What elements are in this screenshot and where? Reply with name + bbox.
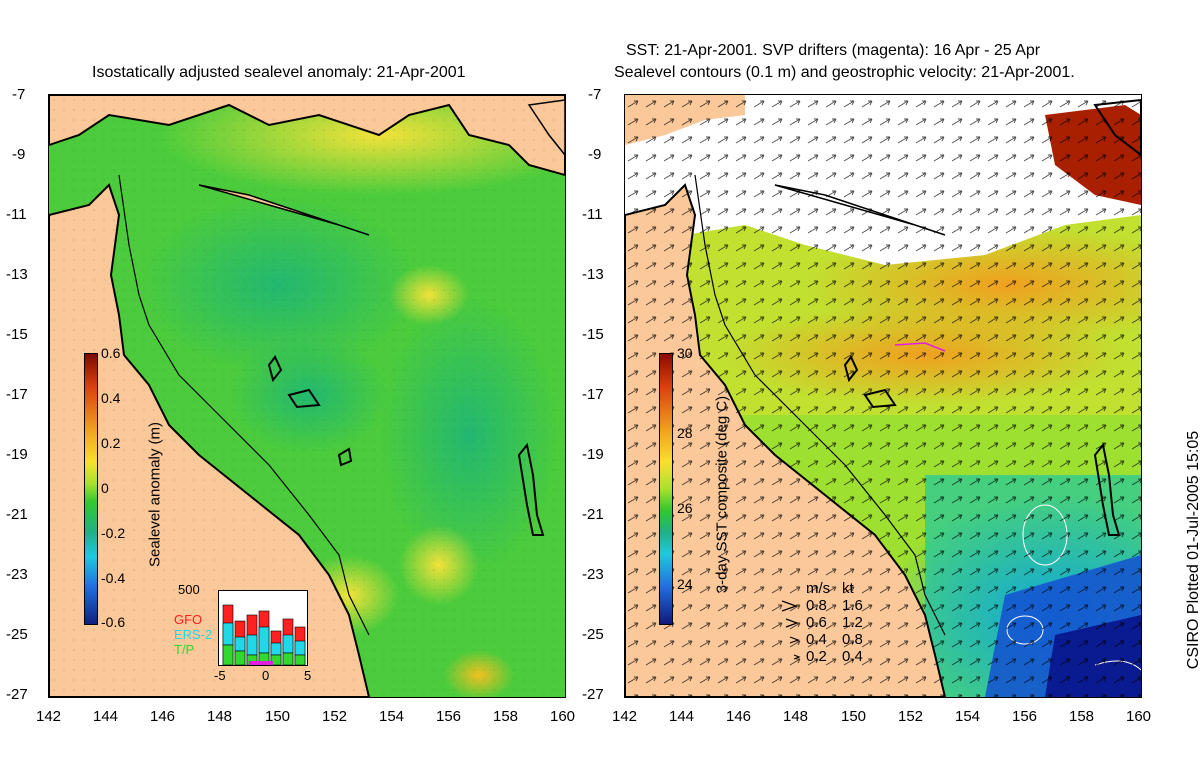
sealevel-colorbar-label: Sealevel anomaly (m) [146, 421, 164, 568]
sealevel-colorbar-tick: -0.2 [101, 525, 126, 541]
velocity-arrow-icon [781, 600, 798, 612]
right-y-tick: -17 [582, 386, 604, 403]
right-x-tick: 146 [726, 708, 752, 725]
left-x-tick: 150 [265, 708, 291, 725]
right-y-tick: -15 [582, 326, 604, 343]
sealevel-colorbar-tick: 0 [101, 480, 109, 496]
velocity-arrow-icon [785, 618, 799, 628]
left-y-tick: -9 [12, 146, 26, 163]
left-x-tick: 156 [436, 708, 462, 725]
velocity-key-ms: 0.8 [806, 597, 827, 614]
inset-x-tick: 0 [262, 668, 270, 683]
left-y-tick: -21 [6, 506, 28, 523]
sst-colorbar-tick: 24 [677, 576, 693, 592]
right-y-tick: -7 [588, 86, 602, 103]
velocity-arrow-icon [789, 636, 800, 644]
right-y-tick: -19 [582, 446, 604, 463]
right-x-tick: 150 [841, 708, 867, 725]
left-y-tick: -19 [6, 446, 28, 463]
velocity-key-kt: 0.8 [842, 631, 863, 648]
right-x-tick: 148 [783, 708, 809, 725]
sealevel-colorbar-tick: 0.2 [101, 435, 121, 451]
right-x-tick: 154 [955, 708, 981, 725]
satellite-legend-tp: T/P [174, 642, 195, 657]
plot-credit: CSIRO Plotted 01-Jul-2005 15:05 [1185, 430, 1200, 670]
satellite-legend-ers2: ERS-2 [174, 627, 213, 642]
right-y-tick: -9 [588, 146, 602, 163]
satellite-legend-gfo: GFO [174, 612, 203, 627]
left-x-tick: 148 [207, 708, 233, 725]
right-y-tick: -23 [582, 566, 604, 583]
left-y-tick: -25 [6, 626, 28, 643]
satellite-track-histogram [218, 590, 308, 666]
sst-colorbar-label: 3-day SST composite (deg C) [713, 395, 731, 594]
left-x-tick: 160 [550, 708, 576, 725]
left-y-tick: -17 [6, 386, 28, 403]
sst-colorbar [659, 353, 673, 625]
right-y-tick: -21 [582, 506, 604, 523]
inset-x-tick: -5 [214, 668, 226, 683]
velocity-key-header-kt: kt [842, 580, 854, 597]
velocity-key-ms: 0.6 [806, 614, 827, 631]
right-panel-title-line2: Sealevel contours (0.1 m) and geostrophi… [614, 64, 1075, 81]
left-x-tick: 158 [493, 708, 519, 725]
right-y-tick: -13 [582, 266, 604, 283]
sealevel-colorbar-tick: 0.4 [101, 390, 121, 406]
velocity-key-header-ms: m/s [806, 580, 831, 597]
sealevel-colorbar [84, 353, 98, 625]
left-y-tick: -7 [12, 86, 26, 103]
left-x-tick: 142 [36, 708, 62, 725]
inset-max-label: 500 [178, 582, 200, 597]
left-panel-title: Isostatically adjusted sealevel anomaly:… [92, 64, 466, 81]
right-x-tick: 152 [898, 708, 924, 725]
left-x-tick: 146 [150, 708, 176, 725]
velocity-key-ms: 0.2 [806, 648, 827, 665]
sealevel-colorbar-tick: 0.6 [101, 345, 121, 361]
sst-colorbar-tick: 30 [677, 345, 693, 361]
right-x-tick: 160 [1126, 708, 1152, 725]
velocity-key-kt: 1.6 [842, 597, 863, 614]
right-panel-title-line1: SST: 21-Apr-2001. SVP drifters (magenta)… [626, 42, 1041, 59]
right-x-tick: 156 [1012, 708, 1038, 725]
velocity-key-kt: 1.2 [842, 614, 863, 631]
left-y-tick: -11 [6, 206, 27, 223]
left-x-tick: 152 [322, 708, 348, 725]
right-x-tick: 142 [612, 708, 638, 725]
sst-velocity-map [624, 94, 1142, 698]
velocity-key-kt: 0.4 [842, 648, 863, 665]
left-y-tick: -27 [6, 686, 28, 703]
inset-x-tick: 5 [304, 668, 312, 683]
right-y-tick: -11 [582, 206, 603, 223]
sst-colorbar-tick: 26 [677, 500, 693, 516]
velocity-arrow-icon [793, 654, 801, 660]
left-x-tick: 144 [93, 708, 119, 725]
right-x-tick: 144 [669, 708, 695, 725]
right-x-tick: 158 [1069, 708, 1095, 725]
right-y-tick: -27 [582, 686, 604, 703]
sst-colorbar-tick: 28 [677, 425, 693, 441]
sealevel-colorbar-tick: -0.6 [101, 614, 126, 630]
left-y-tick: -23 [6, 566, 28, 583]
left-y-tick: -15 [6, 326, 28, 343]
left-y-tick: -13 [6, 266, 28, 283]
right-y-tick: -25 [582, 626, 604, 643]
velocity-key-ms: 0.4 [806, 631, 827, 648]
left-x-tick: 154 [379, 708, 405, 725]
sealevel-colorbar-tick: -0.4 [101, 570, 126, 586]
